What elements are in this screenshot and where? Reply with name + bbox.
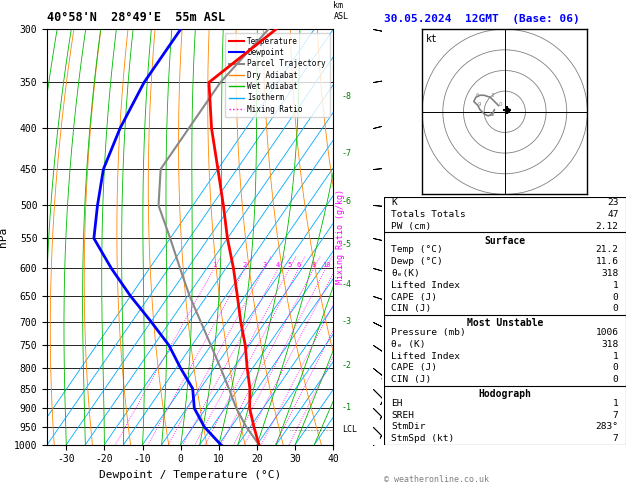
Text: Lifted Index: Lifted Index: [391, 352, 460, 361]
Text: CIN (J): CIN (J): [391, 304, 431, 313]
Text: -3: -3: [342, 317, 352, 326]
X-axis label: Dewpoint / Temperature (°C): Dewpoint / Temperature (°C): [99, 470, 281, 480]
Text: 12: 12: [488, 112, 495, 117]
Text: 7: 7: [613, 434, 618, 443]
Text: 6: 6: [297, 262, 301, 268]
Text: -4: -4: [342, 279, 352, 289]
Text: StmSpd (kt): StmSpd (kt): [391, 434, 454, 443]
Text: 0: 0: [613, 304, 618, 313]
Text: Mixing Ratio (g/kg): Mixing Ratio (g/kg): [337, 190, 345, 284]
Text: Temp (°C): Temp (°C): [391, 245, 443, 255]
Text: Lifted Index: Lifted Index: [391, 281, 460, 290]
Text: -2: -2: [342, 361, 352, 370]
Text: kt: kt: [425, 34, 437, 44]
Text: km
ASL: km ASL: [333, 1, 348, 21]
Text: CIN (J): CIN (J): [391, 375, 431, 384]
Text: 1: 1: [212, 262, 216, 268]
Text: -6: -6: [342, 197, 352, 207]
Text: 30.05.2024  12GMT  (Base: 06): 30.05.2024 12GMT (Base: 06): [384, 14, 579, 24]
Text: 0: 0: [613, 293, 618, 302]
Text: K: K: [391, 198, 397, 207]
Text: 283°: 283°: [596, 422, 618, 432]
Text: LCL: LCL: [342, 425, 357, 434]
Text: 10: 10: [321, 262, 330, 268]
Text: 1: 1: [613, 281, 618, 290]
Text: 0: 0: [613, 375, 618, 384]
Text: CAPE (J): CAPE (J): [391, 293, 437, 302]
Text: © weatheronline.co.uk: © weatheronline.co.uk: [384, 474, 489, 484]
Text: Totals Totals: Totals Totals: [391, 210, 465, 219]
Text: 1: 1: [613, 399, 618, 408]
Text: 0: 0: [613, 364, 618, 372]
Text: 40°58'N  28°49'E  55m ASL: 40°58'N 28°49'E 55m ASL: [47, 11, 225, 24]
Text: SREH: SREH: [391, 411, 414, 420]
Text: 318: 318: [601, 340, 618, 349]
Text: Surface: Surface: [484, 236, 525, 246]
Text: Most Unstable: Most Unstable: [467, 318, 543, 329]
Text: StmDir: StmDir: [391, 422, 425, 432]
Text: 9: 9: [478, 102, 481, 106]
Text: PW (cm): PW (cm): [391, 222, 431, 231]
Text: -5: -5: [342, 240, 352, 249]
Text: 3: 3: [262, 262, 266, 268]
Text: -8: -8: [342, 92, 352, 102]
Text: 6: 6: [476, 93, 479, 98]
Text: 2: 2: [243, 262, 247, 268]
Text: CAPE (J): CAPE (J): [391, 364, 437, 372]
Text: -1: -1: [342, 403, 352, 412]
Text: 4: 4: [276, 262, 281, 268]
Text: 47: 47: [607, 210, 618, 219]
Y-axis label: hPa: hPa: [0, 227, 8, 247]
Text: 21.2: 21.2: [596, 245, 618, 255]
Text: 1: 1: [613, 352, 618, 361]
Legend: Temperature, Dewpoint, Parcel Trajectory, Dry Adiabat, Wet Adiabat, Isotherm, Mi: Temperature, Dewpoint, Parcel Trajectory…: [225, 33, 330, 117]
Text: 2.12: 2.12: [596, 222, 618, 231]
Text: θₑ (K): θₑ (K): [391, 340, 425, 349]
Text: 0: 0: [499, 102, 502, 106]
Text: 23: 23: [607, 198, 618, 207]
Text: 3: 3: [491, 93, 494, 98]
Text: Pressure (mb): Pressure (mb): [391, 328, 465, 337]
Text: 318: 318: [601, 269, 618, 278]
Text: 8: 8: [312, 262, 316, 268]
Text: Dewp (°C): Dewp (°C): [391, 257, 443, 266]
Text: θₑ(K): θₑ(K): [391, 269, 420, 278]
Text: Hodograph: Hodograph: [478, 389, 532, 399]
Text: 7: 7: [613, 411, 618, 420]
Text: EH: EH: [391, 399, 403, 408]
Text: 11.6: 11.6: [596, 257, 618, 266]
Text: 1006: 1006: [596, 328, 618, 337]
Text: -7: -7: [342, 149, 352, 158]
Text: 5: 5: [287, 262, 292, 268]
